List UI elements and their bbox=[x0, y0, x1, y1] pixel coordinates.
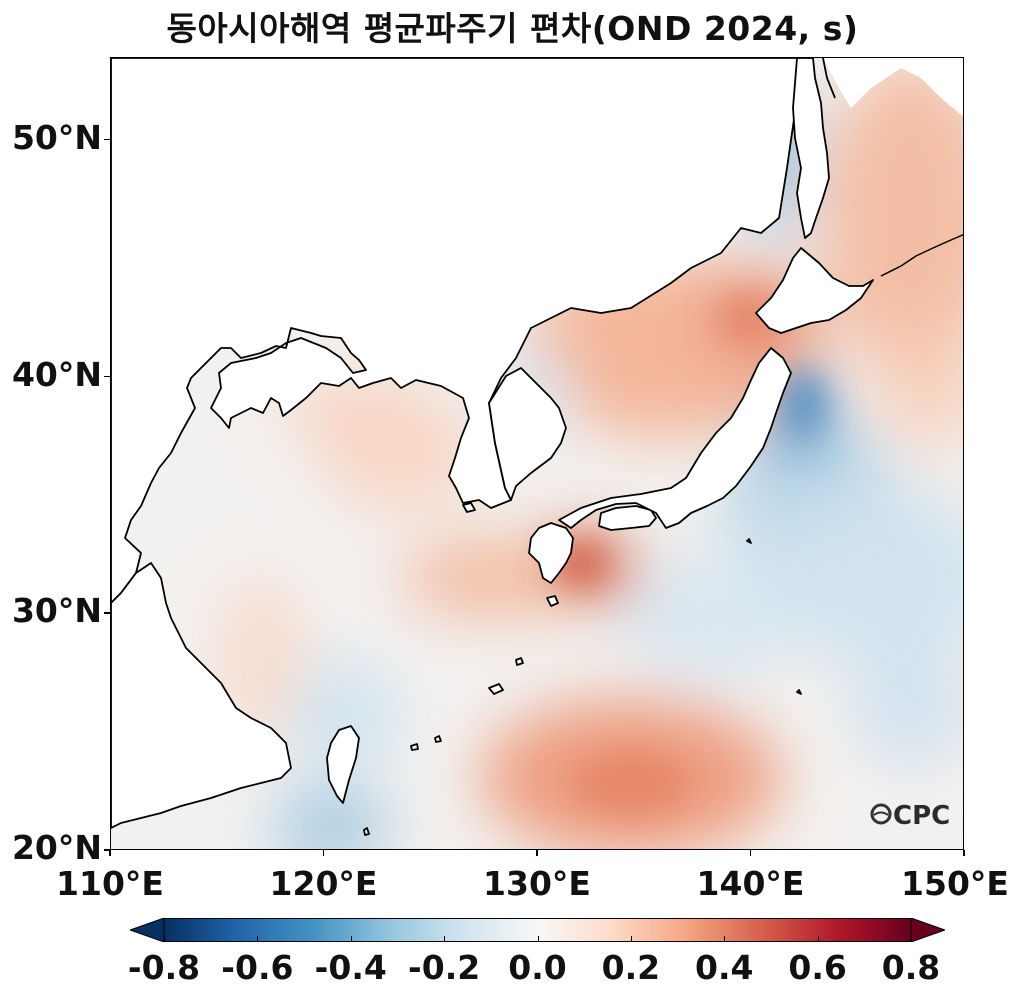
colorbar-tick-mark bbox=[257, 936, 259, 942]
x-tick-label: 150°E bbox=[901, 864, 1009, 903]
colorbar bbox=[128, 917, 947, 943]
ocpc-logo: CPC bbox=[870, 801, 950, 831]
colorbar-tick-label: -0.4 bbox=[314, 948, 387, 987]
wave-period-anomaly-map: CPC bbox=[111, 58, 963, 849]
colorbar-tick-label: 0.8 bbox=[881, 948, 941, 987]
y-tick-mark bbox=[104, 138, 110, 141]
colorbar-gradient bbox=[128, 917, 947, 943]
colorbar-tick-label: -0.8 bbox=[127, 948, 201, 987]
colorbar-tick-label: 0.6 bbox=[788, 948, 847, 987]
colorbar-tick-mark bbox=[444, 936, 446, 942]
colorbar-extend-min bbox=[128, 917, 165, 943]
colorbar-tick-mark bbox=[537, 936, 539, 942]
colorbar-tick-label: -0.2 bbox=[408, 948, 481, 987]
map-panel: CPC bbox=[110, 57, 964, 850]
colorbar-tick-label: -0.6 bbox=[221, 948, 294, 987]
colorbar-tick-label: 0.4 bbox=[695, 948, 754, 987]
y-tick-mark bbox=[104, 375, 110, 378]
colorbar-tick-mark bbox=[630, 936, 632, 942]
x-tick-mark bbox=[109, 850, 111, 856]
colorbar-tick-label: 0.0 bbox=[508, 948, 567, 987]
y-tick-label: 20°N bbox=[11, 828, 102, 867]
y-tick-mark bbox=[104, 849, 110, 851]
colorbar-tick-label: 0.2 bbox=[601, 948, 661, 987]
x-tick-label: 120°E bbox=[269, 864, 378, 903]
map-title: 동아시아해역 평균파주기 편차(OND 2024, s) bbox=[166, 9, 859, 48]
y-tick-label: 50°N bbox=[11, 117, 102, 157]
colorbar-extend-max bbox=[910, 917, 947, 943]
x-tick-label: 130°E bbox=[483, 864, 591, 903]
y-tick-label: 40°N bbox=[11, 354, 102, 394]
x-tick-mark bbox=[536, 850, 538, 856]
colorbar-tick-mark bbox=[724, 936, 726, 942]
x-tick-mark bbox=[963, 850, 965, 856]
y-tick-label: 30°N bbox=[11, 591, 102, 631]
land-masks bbox=[111, 58, 963, 836]
colorbar-tick-mark bbox=[350, 936, 352, 942]
x-tick-label: 110°E bbox=[56, 864, 164, 903]
colorbar-tick-mark bbox=[911, 936, 912, 942]
colorbar-tick-mark bbox=[817, 936, 819, 942]
y-tick-mark bbox=[104, 612, 110, 614]
x-tick-label: 140°E bbox=[696, 864, 805, 903]
x-tick-mark bbox=[749, 850, 751, 856]
logo-text: CPC bbox=[893, 801, 950, 831]
colorbar-tick-mark bbox=[164, 936, 165, 942]
x-tick-mark bbox=[322, 850, 324, 856]
